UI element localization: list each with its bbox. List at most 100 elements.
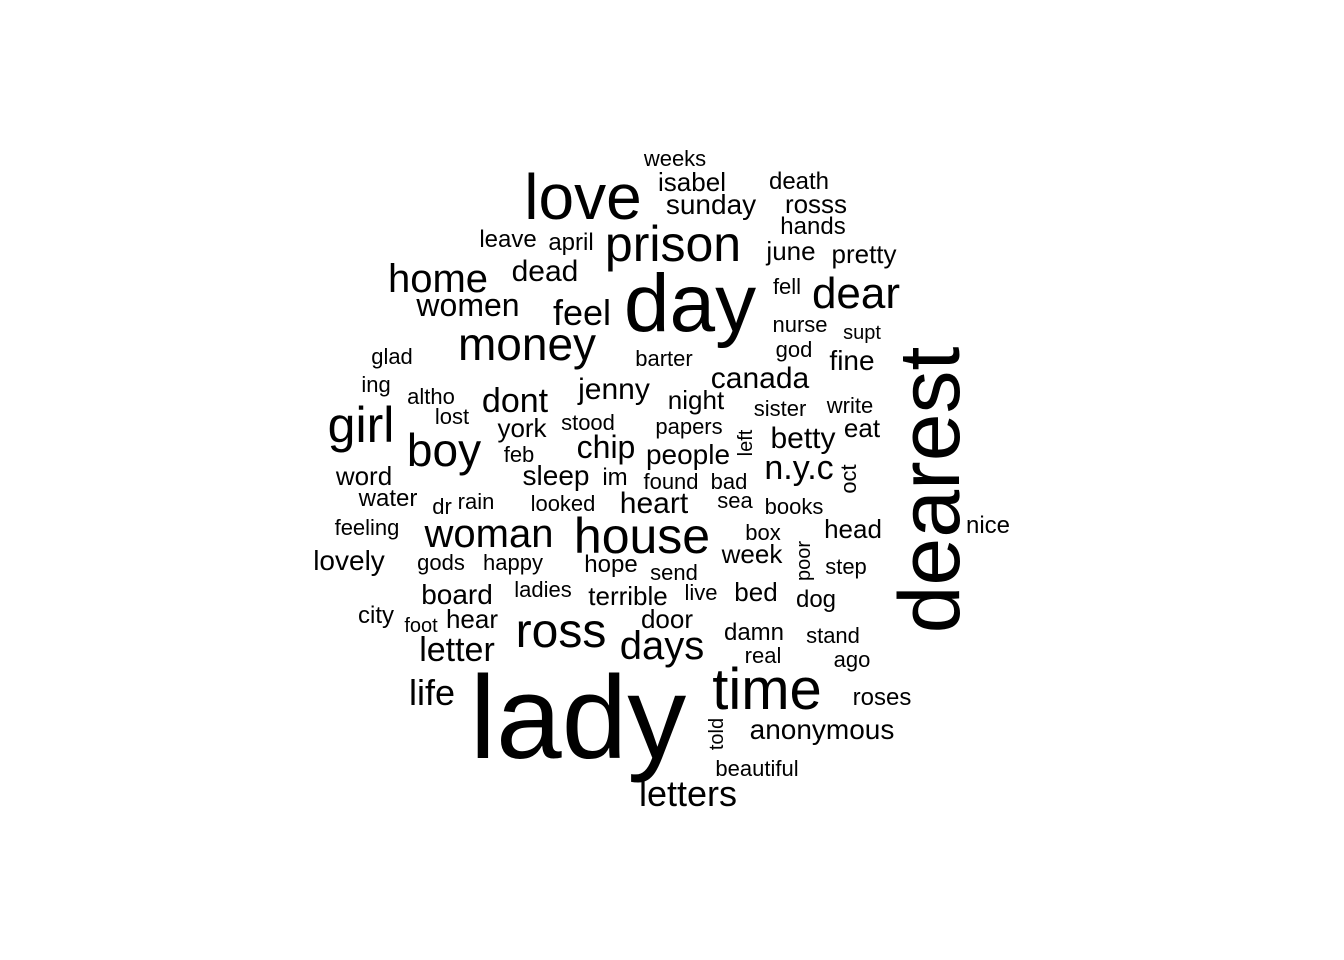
word-sleep: sleep xyxy=(522,460,590,491)
word-dog: dog xyxy=(795,586,837,613)
word-bed: bed xyxy=(734,577,778,607)
word-chip: chip xyxy=(576,429,636,465)
word-day: day xyxy=(623,258,757,349)
word-stand: stand xyxy=(806,623,860,648)
word-york: york xyxy=(497,413,547,443)
word-heart: heart xyxy=(619,487,689,520)
word-supt: supt xyxy=(843,322,881,344)
word-found: found xyxy=(643,469,699,494)
word-april: april xyxy=(548,229,594,256)
word-write: write xyxy=(826,393,874,418)
word-jenny: jenny xyxy=(578,373,650,406)
word-door: door xyxy=(640,604,694,634)
word-box: box xyxy=(745,520,781,545)
word-boy: boy xyxy=(406,424,482,476)
word-ladies: ladies xyxy=(514,577,572,602)
word-foot: foot xyxy=(404,615,438,637)
word-dead: dead xyxy=(511,255,579,288)
word-fine: fine xyxy=(829,345,875,376)
word-told: told xyxy=(706,717,728,751)
word-hear: hear xyxy=(445,604,499,634)
word-sister: sister xyxy=(753,396,807,421)
word-ross: ross xyxy=(515,605,607,658)
word-left: left xyxy=(735,429,757,457)
word-rain: rain xyxy=(457,489,495,514)
word-night: night xyxy=(667,385,725,415)
word-dear: dear xyxy=(811,269,901,318)
word-pretty: pretty xyxy=(831,239,897,269)
word-beautiful: beautiful xyxy=(715,756,799,781)
word-canada: canada xyxy=(710,362,810,395)
word-n-y-c: n.y.c xyxy=(764,449,834,487)
word-nurse: nurse xyxy=(772,312,828,337)
word-time: time xyxy=(712,657,822,722)
word-death: death xyxy=(768,168,830,195)
word-girl: girl xyxy=(327,397,395,453)
word-ing: ing xyxy=(361,372,391,397)
word-altho: altho xyxy=(407,384,455,409)
word-board: board xyxy=(421,579,493,610)
word-eat: eat xyxy=(843,413,881,443)
word-house: house xyxy=(573,508,711,564)
word-head: head xyxy=(824,514,882,544)
word-feel: feel xyxy=(552,292,612,333)
word-poor: poor xyxy=(793,540,815,582)
word-june: june xyxy=(766,236,816,266)
word-god: god xyxy=(775,337,813,362)
word-barter: barter xyxy=(635,346,693,371)
word-send: send xyxy=(650,560,698,585)
word-anonymous: anonymous xyxy=(749,714,895,745)
word-city: city xyxy=(358,602,394,629)
word-damn: damn xyxy=(723,619,785,646)
word-glad: glad xyxy=(371,344,413,369)
word-lady: lady xyxy=(469,652,687,784)
word-im: im xyxy=(602,464,628,491)
word-stood: stood xyxy=(561,410,615,435)
word-women: women xyxy=(416,287,520,323)
word-woman: woman xyxy=(424,512,554,556)
word-ago: ago xyxy=(833,647,871,672)
word-rosss: rosss xyxy=(784,189,848,219)
word-week: week xyxy=(721,539,783,569)
word-letters: letters xyxy=(638,773,738,814)
word-roses: roses xyxy=(852,684,912,711)
word-home: home xyxy=(387,257,489,301)
word-gods: gods xyxy=(417,550,465,575)
word-oct: oct xyxy=(836,464,861,494)
word-hope: hope xyxy=(584,551,638,578)
word-lovely: lovely xyxy=(313,545,385,576)
word-live: live xyxy=(684,580,718,605)
word-step: step xyxy=(825,554,867,579)
word-prison: prison xyxy=(604,216,742,272)
word-nice: nice xyxy=(965,512,1011,539)
word-terrible: terrible xyxy=(588,581,668,611)
word-lost: lost xyxy=(434,404,470,429)
word-fell: fell xyxy=(772,274,802,299)
word-word: word xyxy=(335,461,393,491)
word-dont: dont xyxy=(481,382,549,420)
word-sea: sea xyxy=(717,488,753,513)
word-love: love xyxy=(524,161,642,233)
word-hands: hands xyxy=(780,213,846,240)
word-bad: bad xyxy=(710,469,748,494)
word-dr: dr xyxy=(432,494,452,519)
word-weeks: weeks xyxy=(643,146,707,171)
word-books: books xyxy=(764,494,824,519)
word-happy: happy xyxy=(483,550,543,575)
word-sunday: sunday xyxy=(665,189,757,220)
word-water: water xyxy=(358,485,418,512)
word-betty: betty xyxy=(770,422,836,455)
word-days: days xyxy=(619,624,705,668)
word-leave: leave xyxy=(479,226,537,253)
word-isabel: isabel xyxy=(658,167,726,197)
word-feb: feb xyxy=(503,442,535,467)
word-people: people xyxy=(645,439,731,470)
word-looked: looked xyxy=(530,491,596,516)
word-dearest: dearest xyxy=(882,346,978,634)
word-life: life xyxy=(408,672,456,713)
word-papers: papers xyxy=(655,414,723,439)
word-real: real xyxy=(744,643,782,668)
word-money: money xyxy=(457,318,597,370)
word-letter: letter xyxy=(419,631,495,669)
